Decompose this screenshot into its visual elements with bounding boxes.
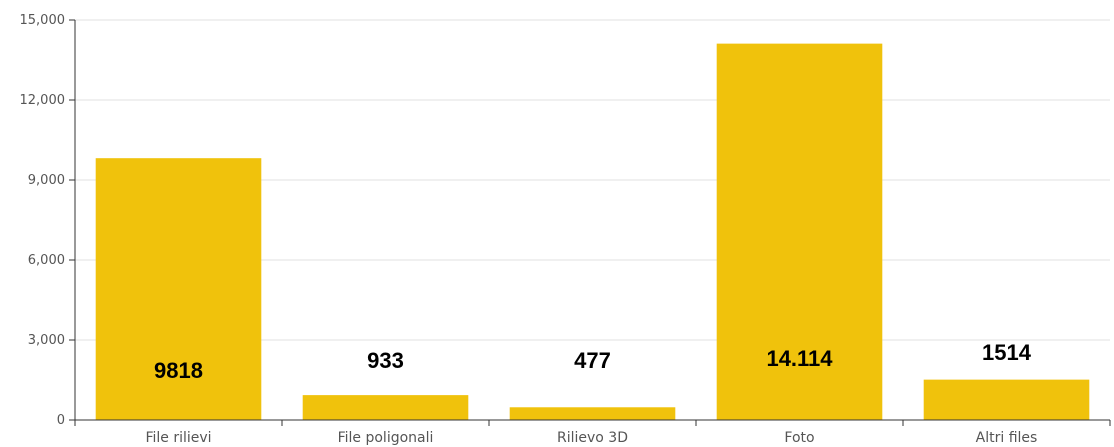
data-label: 477 bbox=[574, 348, 611, 373]
bar bbox=[302, 395, 469, 420]
y-tick-label: 3,000 bbox=[28, 333, 65, 348]
x-tick-label: File rilievi bbox=[145, 430, 211, 446]
axes: 0 3,000 6,000 9,000 12,000 15,000 File rilievi… bbox=[20, 13, 1111, 446]
x-tick-label: Foto bbox=[784, 430, 814, 446]
data-label: 9818 bbox=[154, 358, 203, 383]
bar bbox=[95, 158, 262, 421]
y-tick-label: 15,000 bbox=[20, 13, 66, 28]
y-tick-label: 0 bbox=[57, 413, 65, 428]
y-tick-label: 12,000 bbox=[20, 93, 66, 108]
x-tick-label: Altri files bbox=[976, 430, 1038, 446]
y-tick-label: 9,000 bbox=[28, 173, 65, 188]
data-label: 1514 bbox=[982, 340, 1032, 365]
bars bbox=[95, 43, 1090, 421]
data-label: 933 bbox=[367, 348, 404, 373]
y-tick-label: 6,000 bbox=[28, 253, 65, 268]
x-tick-label: File poligonali bbox=[338, 430, 434, 446]
bar bbox=[923, 379, 1090, 420]
data-label: 14.114 bbox=[766, 346, 833, 371]
bar bbox=[716, 43, 883, 420]
bar bbox=[509, 407, 676, 420]
x-tick-label: Rilievo 3D bbox=[557, 430, 628, 446]
data-labels: 9818 933 477 14.114 1514 bbox=[154, 340, 1032, 383]
